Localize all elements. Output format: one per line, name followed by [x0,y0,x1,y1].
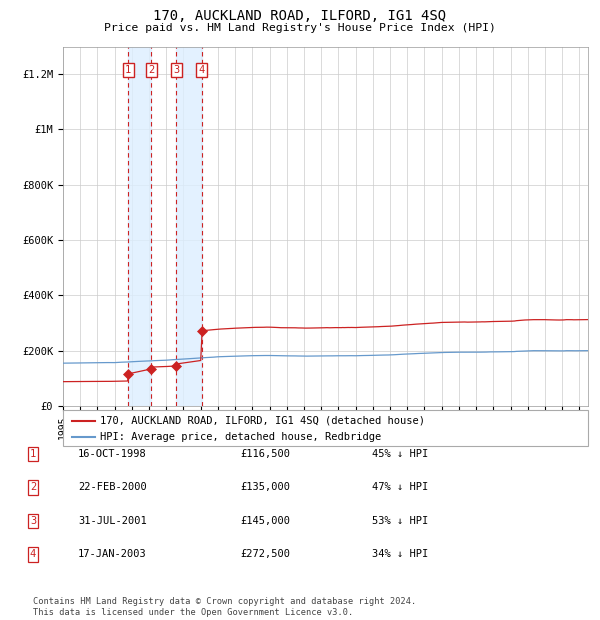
Text: Contains HM Land Registry data © Crown copyright and database right 2024.: Contains HM Land Registry data © Crown c… [33,597,416,606]
Text: 53% ↓ HPI: 53% ↓ HPI [372,516,428,526]
Text: Price paid vs. HM Land Registry's House Price Index (HPI): Price paid vs. HM Land Registry's House … [104,23,496,33]
Text: £272,500: £272,500 [240,549,290,559]
Bar [128,46,151,406]
Text: 22-FEB-2000: 22-FEB-2000 [78,482,147,492]
Text: 3: 3 [30,516,36,526]
Text: 3: 3 [173,65,179,75]
Text: 2: 2 [148,65,155,75]
Text: £116,500: £116,500 [240,449,290,459]
Text: 4: 4 [199,65,205,75]
Text: HPI: Average price, detached house, Redbridge: HPI: Average price, detached house, Redb… [100,432,381,443]
Text: 1: 1 [125,65,131,75]
Text: 170, AUCKLAND ROAD, ILFORD, IG1 4SQ (detached house): 170, AUCKLAND ROAD, ILFORD, IG1 4SQ (det… [100,415,425,425]
Text: This data is licensed under the Open Government Licence v3.0.: This data is licensed under the Open Gov… [33,608,353,617]
Text: 31-JUL-2001: 31-JUL-2001 [78,516,147,526]
Text: 16-OCT-1998: 16-OCT-1998 [78,449,147,459]
Bar [176,46,202,406]
Text: £145,000: £145,000 [240,516,290,526]
Text: 4: 4 [30,549,36,559]
Text: 47% ↓ HPI: 47% ↓ HPI [372,482,428,492]
Text: 170, AUCKLAND ROAD, ILFORD, IG1 4SQ: 170, AUCKLAND ROAD, ILFORD, IG1 4SQ [154,9,446,24]
Text: £135,000: £135,000 [240,482,290,492]
Text: 2: 2 [30,482,36,492]
Text: 1: 1 [30,449,36,459]
Text: 34% ↓ HPI: 34% ↓ HPI [372,549,428,559]
Text: 45% ↓ HPI: 45% ↓ HPI [372,449,428,459]
Text: 17-JAN-2003: 17-JAN-2003 [78,549,147,559]
